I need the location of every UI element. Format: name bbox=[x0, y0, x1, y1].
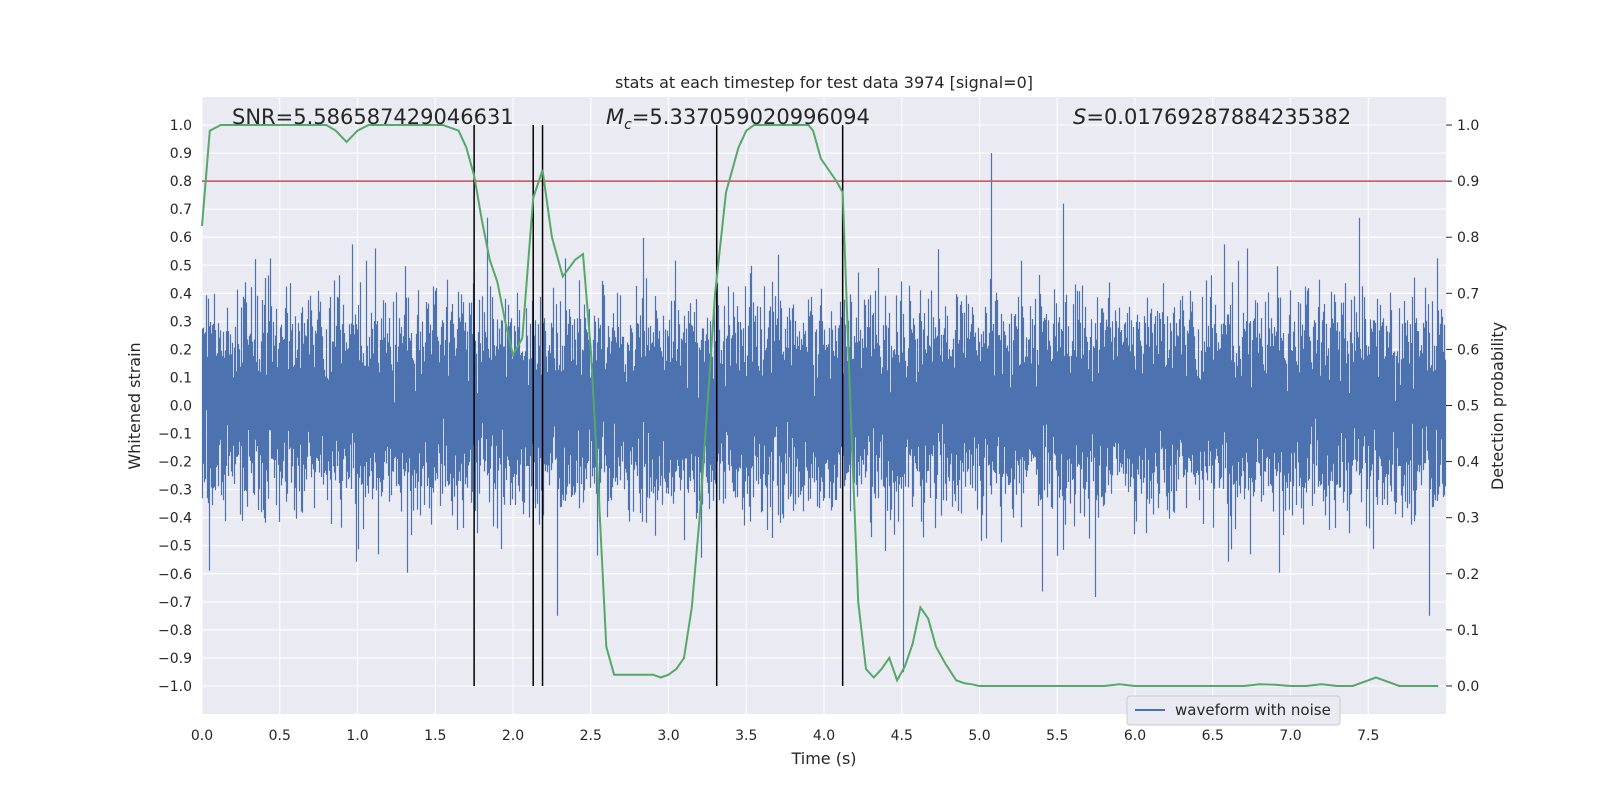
y2-tick-label: 0.1 bbox=[1457, 623, 1479, 639]
s-annotation: S=0.01769287884235382 bbox=[1073, 105, 1351, 129]
legend-label: waveform with noise bbox=[1175, 701, 1331, 719]
y-tick-label: 0.6 bbox=[170, 230, 192, 246]
y2-tick-label: 0.5 bbox=[1457, 399, 1479, 415]
y-tick-label: 0.1 bbox=[170, 370, 192, 386]
x-tick-label: 0.0 bbox=[191, 728, 213, 744]
y2-axis-label: Detection probability bbox=[1488, 322, 1507, 490]
x-tick-label: 2.5 bbox=[580, 728, 602, 744]
y2-tick-label: 0.4 bbox=[1457, 455, 1479, 471]
x-axis-label: Time (s) bbox=[790, 749, 856, 768]
snr-annotation: SNR=5.586587429046631 bbox=[232, 105, 514, 129]
y-tick-label: −0.6 bbox=[158, 567, 192, 583]
x-tick-label: 5.0 bbox=[968, 728, 990, 744]
y-tick-label: 0.5 bbox=[170, 258, 192, 274]
x-tick-label: 4.0 bbox=[813, 728, 835, 744]
y2-tick-label: 0.8 bbox=[1457, 230, 1479, 246]
waveform-series bbox=[201, 153, 1447, 673]
y2-tick-label: 0.7 bbox=[1457, 286, 1479, 302]
x-tick-label: 3.0 bbox=[657, 728, 679, 744]
chirp-mass-subscript: c bbox=[624, 117, 632, 133]
chirp-mass-annotation: Mc=5.337059020996094 bbox=[606, 105, 870, 133]
y-tick-label: 0.0 bbox=[170, 399, 192, 415]
x-tick-label: 6.5 bbox=[1202, 728, 1224, 744]
x-tick-label: 6.0 bbox=[1124, 728, 1146, 744]
x-tick-label: 7.0 bbox=[1279, 728, 1301, 744]
s-value: =0.01769287884235382 bbox=[1086, 105, 1351, 129]
y2-tick-label: 0.9 bbox=[1457, 174, 1479, 190]
y-tick-label: −0.4 bbox=[158, 511, 192, 527]
chart-title: stats at each timestep for test data 397… bbox=[615, 73, 1033, 92]
y-tick-label: 0.9 bbox=[170, 146, 192, 162]
y2-tick-label: 0.3 bbox=[1457, 511, 1479, 527]
x-tick-label: 5.5 bbox=[1046, 728, 1068, 744]
y2-tick-label: 0.6 bbox=[1457, 342, 1479, 358]
y-tick-label: 0.3 bbox=[170, 314, 192, 330]
y-tick-label: 0.7 bbox=[170, 202, 192, 218]
y-tick-label: −0.7 bbox=[158, 595, 192, 611]
y-tick-label: −0.1 bbox=[158, 427, 192, 443]
y-axis-label: Whitened strain bbox=[125, 342, 144, 469]
x-tick-label: 4.5 bbox=[891, 728, 913, 744]
x-tick-label: 2.0 bbox=[502, 728, 524, 744]
x-tick-label: 7.5 bbox=[1357, 728, 1379, 744]
y2-tick-label: 1.0 bbox=[1457, 118, 1479, 134]
y-tick-label: −1.0 bbox=[158, 679, 192, 695]
x-tick-label: 1.0 bbox=[346, 728, 368, 744]
x-tick-label: 3.5 bbox=[735, 728, 757, 744]
y-tick-label: −0.5 bbox=[158, 539, 192, 555]
chirp-mass-symbol: M bbox=[606, 105, 624, 129]
y-tick-label: −0.2 bbox=[158, 455, 192, 471]
y-tick-label: 0.4 bbox=[170, 286, 192, 302]
x-tick-label: 1.5 bbox=[424, 728, 446, 744]
y-tick-label: 1.0 bbox=[170, 118, 192, 134]
y-tick-label: −0.8 bbox=[158, 623, 192, 639]
y-tick-label: 0.8 bbox=[170, 174, 192, 190]
y2-tick-label: 0.0 bbox=[1457, 679, 1479, 695]
detection-probability-line bbox=[201, 124, 1439, 687]
s-symbol: S bbox=[1073, 105, 1086, 129]
waveform-line bbox=[201, 153, 1447, 673]
legend-box bbox=[1126, 695, 1341, 726]
y-tick-label: 0.2 bbox=[170, 342, 192, 358]
legend: waveform with noise bbox=[1126, 695, 1341, 726]
y-tick-label: −0.3 bbox=[158, 483, 192, 499]
chirp-mass-value: =5.337059020996094 bbox=[632, 105, 870, 129]
y-tick-label: −0.9 bbox=[158, 651, 192, 667]
x-tick-label: 0.5 bbox=[269, 728, 291, 744]
y2-tick-label: 0.2 bbox=[1457, 567, 1479, 583]
